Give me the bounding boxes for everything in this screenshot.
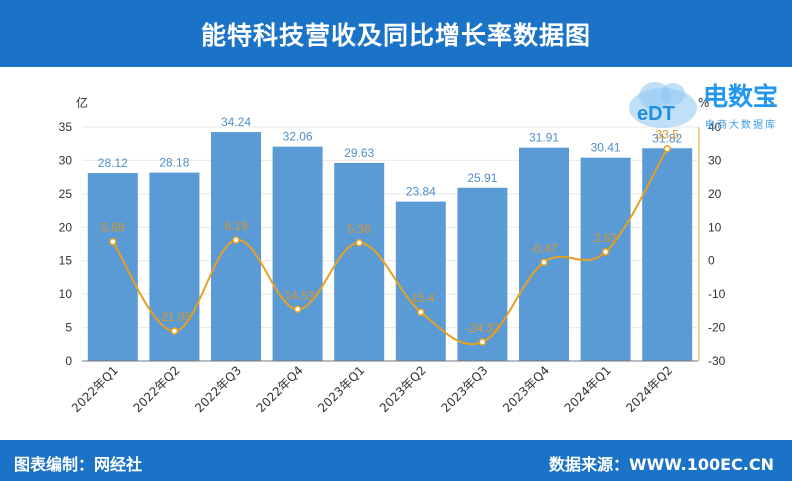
bar-value-label: 28.12 — [98, 156, 128, 170]
bar — [519, 147, 569, 361]
bar — [395, 201, 446, 361]
bar-value-label: 25.91 — [467, 171, 497, 185]
chart-title: 能特科技营收及同比增长率数据图 — [200, 20, 591, 50]
cloud-icon: eDT — [629, 82, 697, 128]
growth-point — [417, 308, 425, 316]
x-tick-label: 2023年Q4 — [500, 363, 552, 415]
y-right-tick-label: -10 — [708, 287, 726, 301]
growth-point — [293, 305, 302, 314]
bar — [272, 146, 323, 361]
x-tick-label: 2022年Q4 — [254, 363, 306, 415]
watermark-name: 电数宝 — [703, 82, 779, 111]
growth-point — [540, 258, 548, 267]
bar — [642, 148, 693, 361]
y-right-tick-label: -20 — [708, 321, 726, 335]
x-tick-label: 2023年Q1 — [315, 363, 367, 415]
footer-source: 数据来源：WWW.100EC.CN — [548, 455, 774, 474]
x-tick-label: 2024年Q1 — [562, 363, 614, 415]
watermark-logo: eDT 电数宝 电商大数据库 — [625, 72, 790, 134]
x-tick-label: 2022年Q1 — [69, 363, 121, 415]
growth-value-label: -0.47 — [530, 241, 558, 255]
growth-value-label: 5.69 — [101, 221, 125, 235]
bar — [87, 172, 138, 361]
growth-line — [111, 148, 669, 345]
growth-value-label: 6.19 — [224, 219, 248, 233]
growth-point — [232, 236, 240, 244]
bar-value-label: 30.41 — [591, 141, 621, 155]
y-right-tick-label: -30 — [708, 354, 726, 368]
footer-editor: 图表编制：网经社 — [14, 455, 143, 474]
y-right-tick-label: 40 — [708, 120, 722, 134]
growth-point — [355, 239, 363, 247]
bar-value-label: 23.84 — [406, 185, 436, 199]
y-left-unit: 亿 — [76, 95, 88, 110]
y-right-tick-label: 20 — [708, 187, 722, 201]
growth-point — [170, 327, 179, 335]
bar — [457, 187, 508, 361]
chart-area: 0 5 10 15 20 25 30 35 -30 -20 -10 0 10 20 30 40 亿 % 28.12 2… — [59, 95, 726, 415]
x-tick-label: 2024年Q2 — [623, 363, 675, 415]
y-left-tick-label: 25 — [59, 187, 73, 201]
bar-value-label: 28.18 — [159, 156, 189, 170]
x-tick-label: 2023年Q3 — [438, 363, 490, 415]
growth-value-label: 33.5 — [656, 128, 680, 142]
growth-point — [601, 248, 610, 256]
bar-value-label: 32.06 — [283, 130, 313, 144]
bar-value-label: 34.24 — [221, 115, 251, 129]
y-right-tick-label: 30 — [708, 153, 722, 167]
y-left-tick-label: 35 — [59, 120, 73, 134]
bar — [334, 162, 385, 361]
bar-value-label: 31.82 — [652, 131, 682, 145]
bar-value-label: 29.63 — [344, 146, 374, 160]
y-left-tick-label: 20 — [59, 220, 73, 234]
growth-value-label: -21.05 — [157, 310, 191, 324]
bar — [211, 132, 261, 361]
growth-value-label: 5.36 — [348, 222, 372, 236]
y-left-tick-label: 10 — [59, 287, 73, 301]
x-tick-label: 2022年Q3 — [192, 363, 244, 415]
growth-value-label: -24.32 — [465, 321, 499, 335]
chart-footer: 图表编制：网经社 数据来源：WWW.100EC.CN — [0, 440, 792, 481]
x-tick-label: 2023年Q2 — [377, 363, 429, 415]
y-left-tick-label: 5 — [65, 321, 72, 335]
growth-point — [109, 237, 117, 246]
growth-point — [663, 144, 671, 153]
y-right-tick-label: 0 — [708, 254, 715, 268]
chart-header: 能特科技营收及同比增长率数据图 — [0, 0, 792, 67]
growth-point — [478, 338, 487, 346]
y-left-tick-label: 30 — [59, 153, 73, 167]
y-left-tick-label: 15 — [59, 254, 73, 268]
bar-value-label: 31.91 — [529, 131, 559, 145]
y-left-tick-label: 0 — [65, 354, 72, 368]
growth-value-label: 2.63 — [594, 231, 618, 245]
watermark-tagline: 电商大数据库 — [705, 120, 777, 131]
y-right-unit: % — [698, 96, 709, 110]
growth-value-label: -15.4 — [407, 291, 435, 305]
x-tick-label: 2022年Q2 — [130, 363, 182, 415]
watermark-mark: eDT — [637, 103, 675, 125]
growth-value-label: -14.52 — [281, 288, 315, 302]
y-right-tick-label: 10 — [708, 220, 722, 234]
